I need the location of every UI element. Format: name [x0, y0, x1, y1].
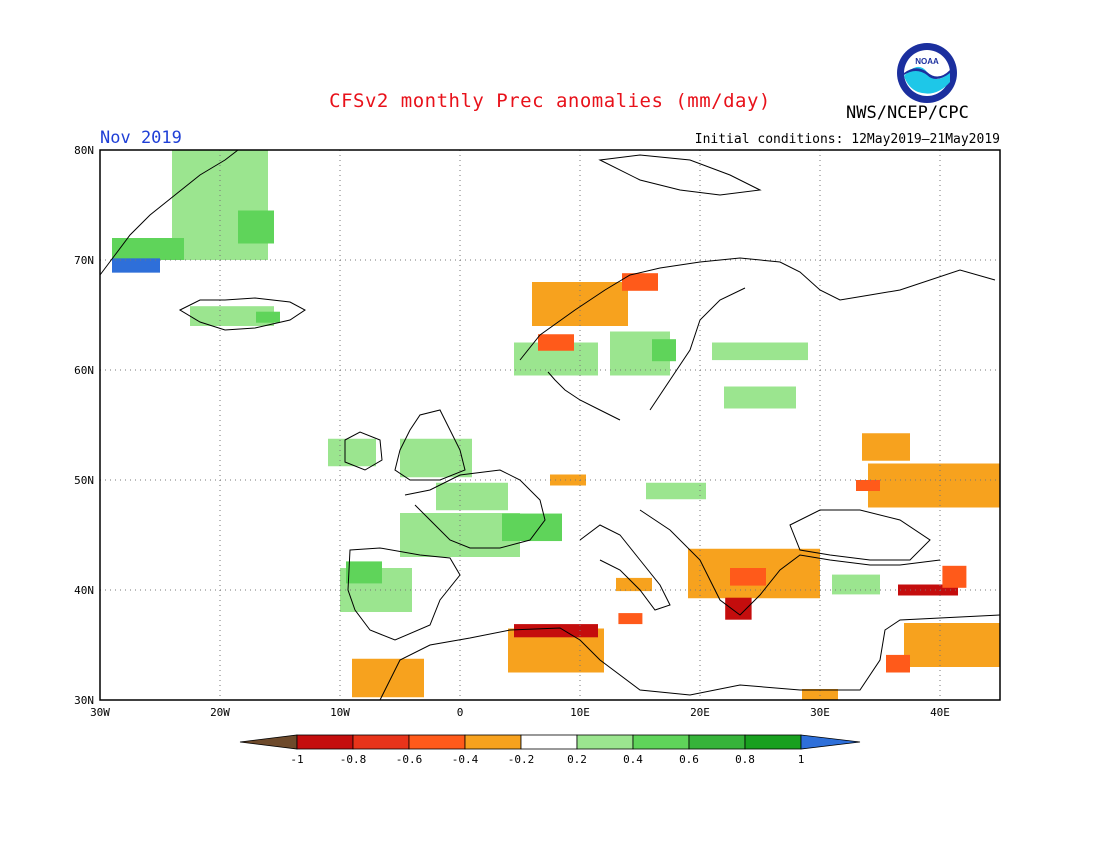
lon-tick-label: 20E — [690, 706, 710, 719]
colorbar-label: 0.2 — [567, 753, 587, 766]
anomaly-cell — [238, 210, 274, 244]
longitude-labels: 30W 20W 10W 0 10E 20E 30E 40E — [90, 706, 950, 719]
iceland-coast — [178, 297, 306, 331]
anomaly-cell — [868, 463, 1000, 508]
anomaly-cell — [436, 482, 508, 511]
colorbar-segment — [632, 734, 690, 750]
anomaly-cell — [256, 311, 280, 323]
coastlines — [99, 149, 1001, 701]
anomaly-cell — [346, 561, 382, 584]
colorbar-label: 1 — [798, 753, 805, 766]
lon-tick-label: 0 — [457, 706, 464, 719]
colorbar-label: 0.4 — [623, 753, 643, 766]
noaa-logo-text: NOAA — [915, 57, 939, 66]
anomaly-cell — [502, 513, 562, 542]
anomaly-cell — [904, 623, 1000, 667]
map-frame — [99, 149, 1001, 701]
colorbar: -1 -0.8 -0.6 -0.4 -0.2 0.2 0.4 0.6 0.8 1 — [239, 734, 861, 766]
lon-tick-label: 30E — [810, 706, 830, 719]
colorbar-segment — [464, 734, 522, 750]
colorbar-label: -0.6 — [396, 753, 423, 766]
lat-tick-label: 40N — [74, 584, 94, 597]
colorbar-label: 0.8 — [735, 753, 755, 766]
anomaly-cell — [352, 658, 424, 698]
lon-tick-label: 40E — [930, 706, 950, 719]
colorbar-segment — [520, 734, 578, 750]
balkans-coast — [639, 509, 941, 616]
lat-tick-label: 80N — [74, 144, 94, 157]
colorbar-low-arrow — [239, 734, 298, 750]
colorbar-segment — [744, 734, 802, 750]
colorbar-segment — [688, 734, 746, 750]
colorbar-label: -0.8 — [340, 753, 367, 766]
lat-tick-label: 50N — [74, 474, 94, 487]
anomaly-cell — [712, 342, 808, 361]
colorbar-label: 0.6 — [679, 753, 699, 766]
anomaly-cells — [112, 150, 1000, 700]
anomaly-cell — [725, 597, 752, 620]
anomaly-cell — [832, 574, 880, 595]
britain-coast — [394, 409, 466, 481]
iberia-coast — [347, 547, 461, 641]
anomaly-cell — [802, 689, 838, 700]
lat-tick-label: 70N — [74, 254, 94, 267]
anomaly-cell — [724, 386, 796, 409]
anomaly-cell — [190, 306, 274, 326]
anomaly-cell — [886, 654, 910, 673]
black-sea-coast — [789, 509, 931, 561]
anomaly-cell — [618, 613, 643, 625]
anomaly-cell — [538, 334, 574, 351]
anomaly-cell — [646, 482, 706, 500]
france-coast — [404, 469, 546, 549]
agency-label: NWS/NCEP/CPC — [846, 103, 969, 123]
colorbar-high-arrow — [800, 734, 861, 750]
anomaly-cell — [514, 624, 598, 638]
italy-coast — [579, 524, 671, 611]
colorbar-label: -1 — [290, 753, 303, 766]
lon-tick-label: 10W — [330, 706, 350, 719]
map-title: CFSv2 monthly Prec anomalies (mm/day) — [329, 90, 771, 112]
lon-tick-label: 20W — [210, 706, 230, 719]
anomaly-cell — [898, 584, 958, 596]
north-africa-coast — [379, 614, 1001, 701]
colorbar-segment — [296, 734, 354, 750]
anomaly-cell — [730, 568, 766, 586]
colorbar-segment — [576, 734, 634, 750]
anomaly-cell — [862, 433, 910, 461]
forecast-month: Nov 2019 — [100, 128, 182, 148]
anomaly-cell — [652, 339, 676, 362]
anomaly-cell — [328, 438, 376, 467]
initial-conditions: Initial conditions: 12May2019–21May2019 — [694, 132, 1000, 147]
greenland-coast — [99, 149, 239, 276]
svalbard-coast — [598, 154, 762, 196]
colorbar-segment — [352, 734, 410, 750]
anomaly-cell — [112, 238, 184, 260]
lon-tick-label: 30W — [90, 706, 110, 719]
latitude-labels: 80N 70N 60N 50N 40N 30N — [74, 144, 94, 707]
lat-tick-label: 30N — [74, 694, 94, 707]
lat-tick-label: 60N — [74, 364, 94, 377]
map-grid — [100, 150, 1000, 700]
anomaly-cell — [550, 474, 586, 486]
anomaly-cell — [112, 258, 160, 273]
anomaly-cell — [532, 282, 628, 326]
ireland-coast — [344, 431, 383, 471]
anomaly-cell — [622, 273, 658, 291]
colorbar-label: -0.2 — [508, 753, 535, 766]
noaa-logo-icon: NOAA — [897, 43, 957, 103]
lon-tick-label: 10E — [570, 706, 590, 719]
anomaly-cell — [856, 480, 880, 491]
anomaly-cell — [942, 565, 967, 588]
scandinavia-coast — [519, 257, 996, 421]
colorbar-label: -0.4 — [452, 753, 479, 766]
colorbar-segment — [408, 734, 466, 750]
